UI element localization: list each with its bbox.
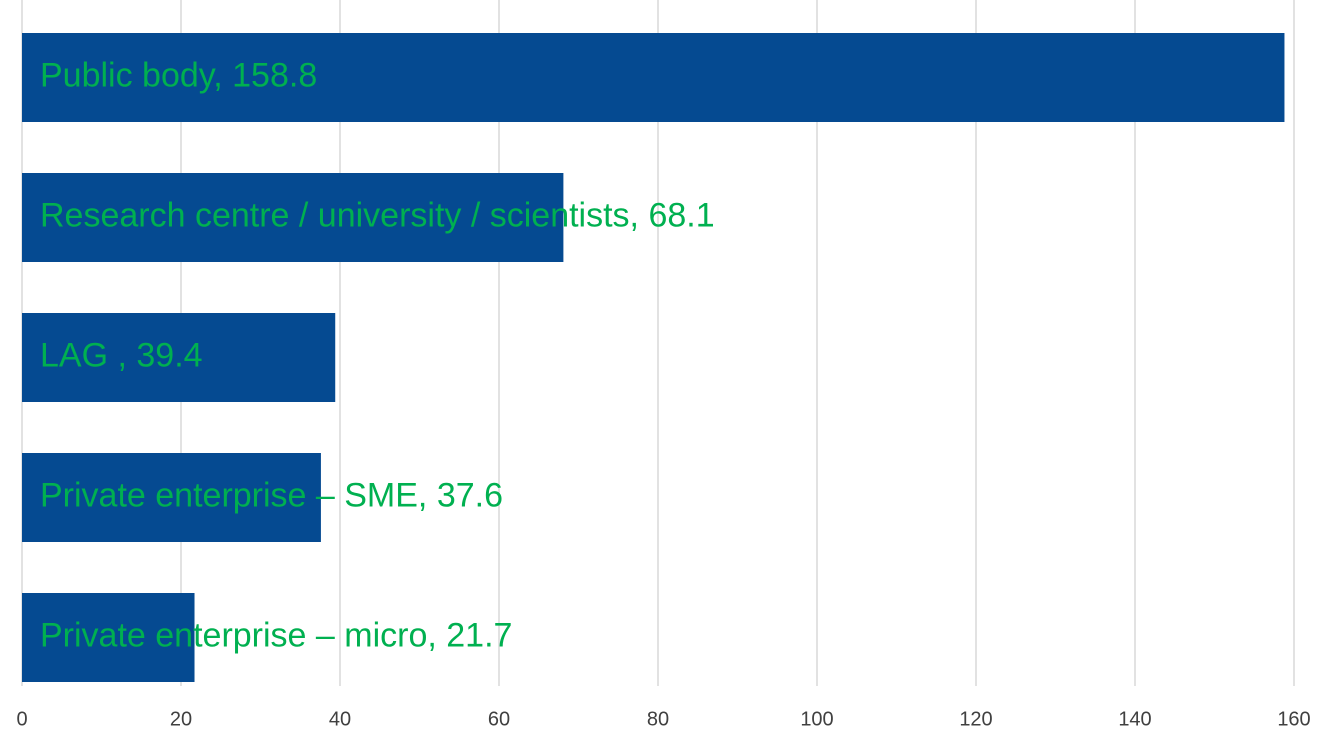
x-tick-label: 100 — [800, 708, 833, 730]
x-tick-label: 60 — [488, 708, 510, 730]
x-tick-label: 80 — [647, 708, 669, 730]
bar — [22, 453, 321, 542]
data-label: Private enterprise – SME, 37.6 — [40, 476, 503, 514]
bar — [22, 593, 195, 682]
data-label: Private enterprise – micro, 21.7 — [40, 616, 512, 654]
data-label: Research centre / university / scientist… — [40, 196, 715, 234]
x-tick-label: 120 — [959, 708, 992, 730]
bar — [22, 33, 1285, 122]
bar — [22, 173, 564, 262]
data-label: Public body, 158.8 — [40, 56, 317, 94]
data-label: LAG , 39.4 — [40, 336, 203, 374]
x-tick-label: 40 — [329, 708, 351, 730]
x-tick-label: 20 — [170, 708, 192, 730]
x-tick-label: 160 — [1277, 708, 1310, 730]
x-tick-label: 0 — [16, 708, 27, 730]
x-tick-label: 140 — [1118, 708, 1151, 730]
bar — [22, 313, 336, 402]
